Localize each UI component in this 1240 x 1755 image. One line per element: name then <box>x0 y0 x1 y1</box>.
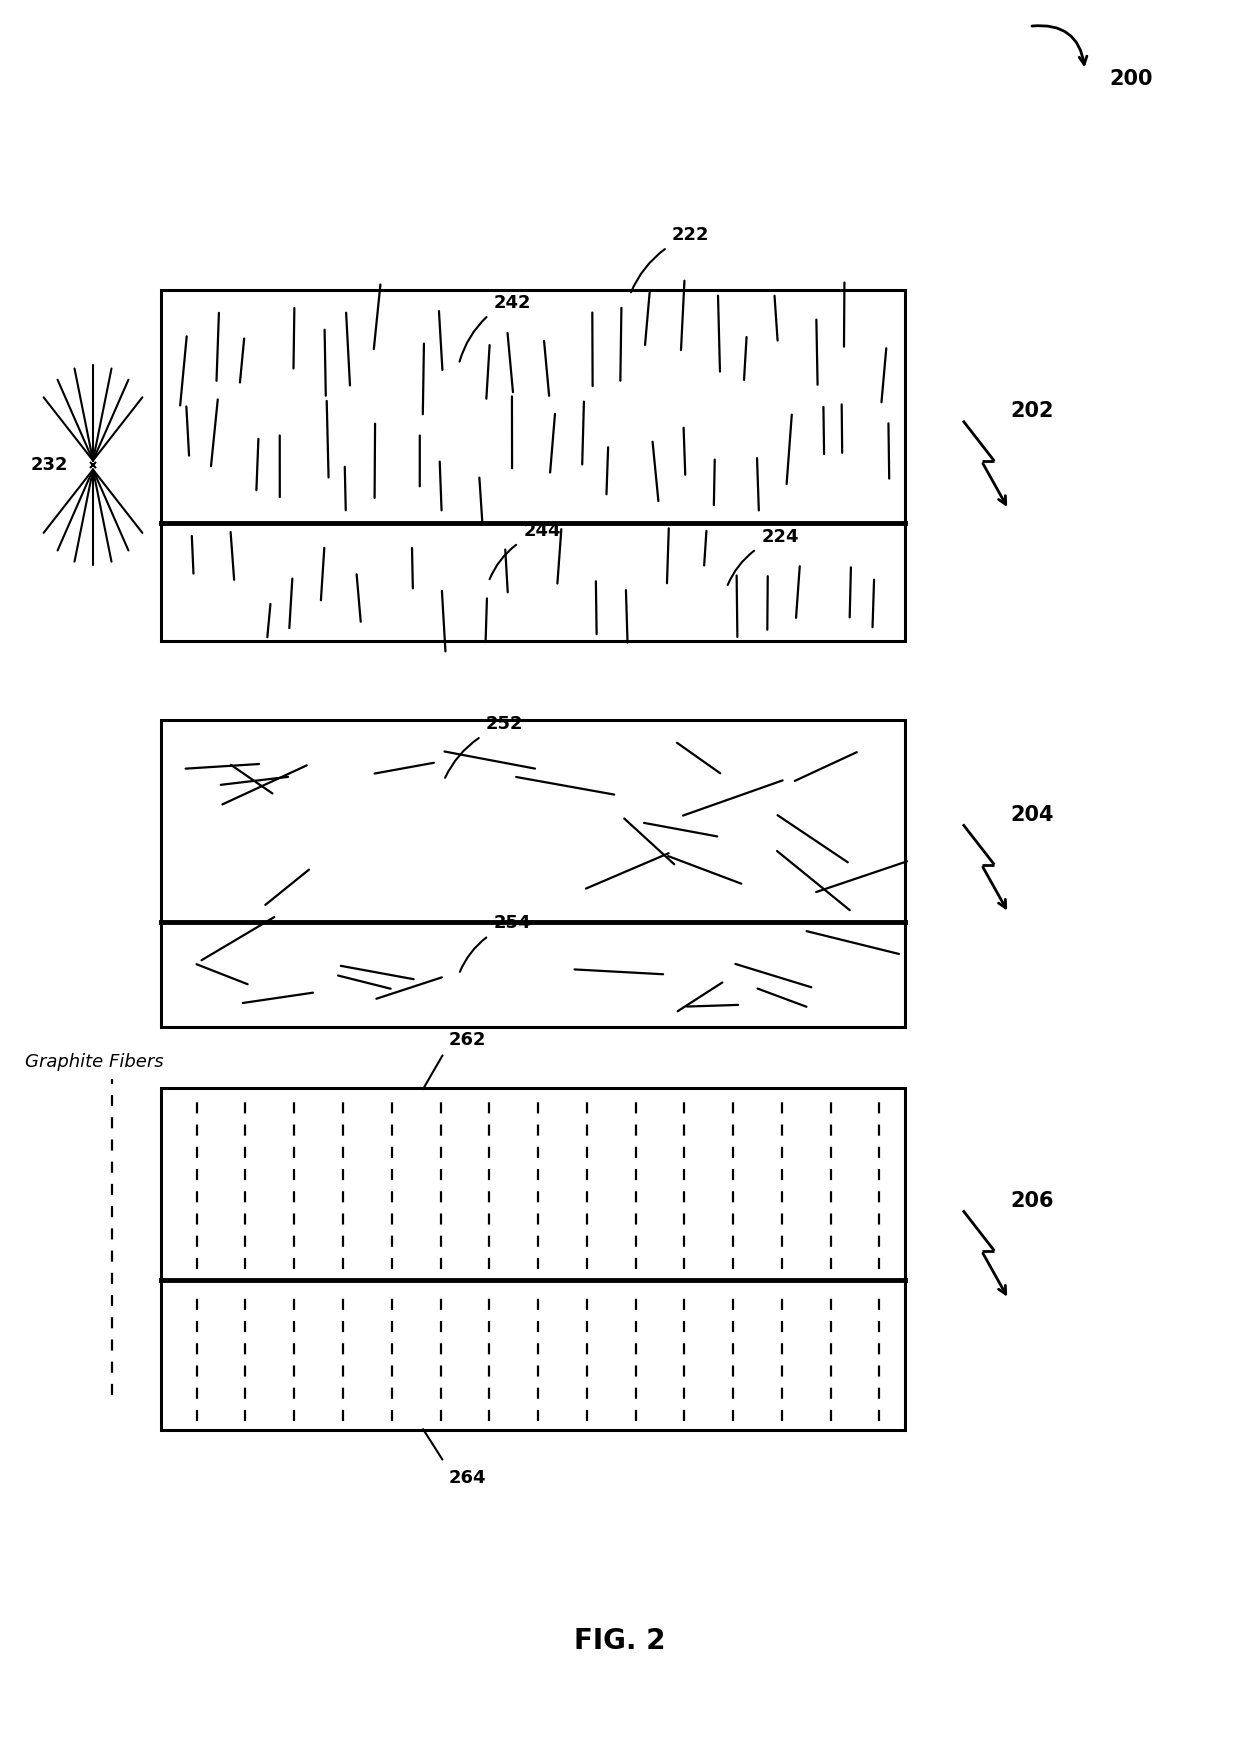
Text: 262: 262 <box>449 1032 486 1049</box>
Text: 206: 206 <box>1011 1192 1054 1211</box>
Text: 232: 232 <box>31 456 68 474</box>
Text: 244: 244 <box>523 521 560 541</box>
Text: 224: 224 <box>761 528 799 546</box>
Text: 254: 254 <box>494 914 531 932</box>
Text: 242: 242 <box>494 293 531 312</box>
Text: 252: 252 <box>486 714 523 734</box>
Text: 222: 222 <box>672 226 709 244</box>
Text: 202: 202 <box>1011 402 1054 421</box>
Bar <box>161 720 905 1027</box>
Text: 204: 204 <box>1011 806 1054 825</box>
Text: FIG. 2: FIG. 2 <box>574 1627 666 1655</box>
Text: 200: 200 <box>1110 68 1153 90</box>
Bar <box>161 1088 905 1430</box>
Text: 264: 264 <box>449 1469 486 1486</box>
Text: Graphite Fibers: Graphite Fibers <box>25 1053 164 1071</box>
Bar <box>161 290 905 641</box>
